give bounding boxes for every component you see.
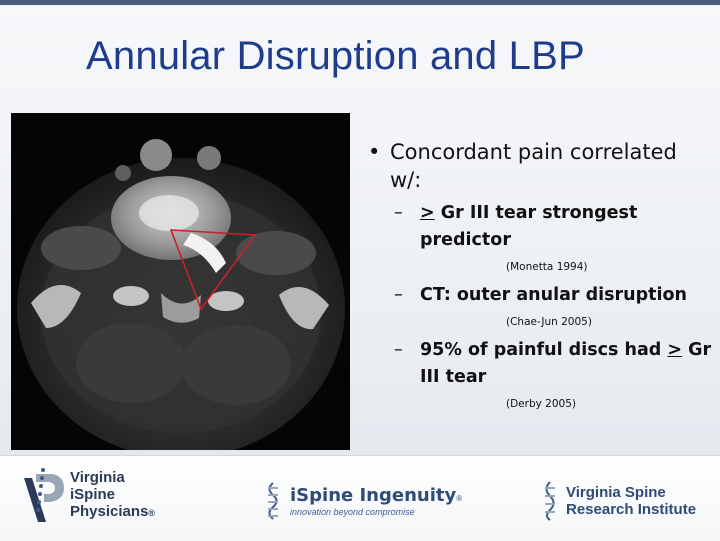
- ispine-ingenuity-logo: iSpine Ingenuity® innovation beyond comp…: [262, 481, 462, 521]
- vsri-line-1: Virginia Spine: [566, 484, 666, 501]
- sub-bullet-2-text: CT: outer anular disruption: [420, 285, 688, 305]
- ispine-name: iSpine Ingenuity: [290, 485, 457, 506]
- virginia-ispine-physicians-logo: Virginia iSpine Physicians®: [22, 464, 155, 526]
- dash-marker: –: [394, 285, 403, 305]
- vsri-line-2: Research Institute: [566, 501, 697, 518]
- dash-marker: –: [394, 340, 403, 360]
- vip-registered-mark: ®: [148, 507, 156, 518]
- greater-equal-symbol: >: [667, 340, 683, 360]
- top-accent-bar: [0, 0, 720, 5]
- slide-title: Annular Disruption and LBP: [86, 34, 585, 78]
- ct-scan-image: [11, 113, 350, 450]
- citation-1: (Monetta 1994): [506, 261, 588, 273]
- main-bullet-text: Concordant pain correlated w/:: [390, 140, 677, 192]
- spine-logo-icon: [545, 481, 555, 521]
- citation-2: (Chae-Jun 2005): [506, 316, 592, 328]
- vip-line-2: iSpine: [70, 485, 116, 503]
- spine-logo-icon: [24, 468, 64, 522]
- bullet-marker: •: [368, 140, 381, 164]
- ispine-registered-mark: ®: [456, 494, 463, 503]
- virginia-spine-research-logo: Virginia Spine Research Institute: [540, 480, 696, 522]
- sub-bullet-3-text-end: Gr III tear: [420, 340, 712, 387]
- vip-line-1: Virginia: [70, 468, 125, 486]
- sub-bullet-3-text: 95% of painful discs had: [420, 340, 668, 360]
- footer-logos: Virginia iSpine Physicians® iSpine Ingen…: [0, 455, 720, 541]
- main-bullet: • Concordant pain correlated w/:: [362, 138, 712, 194]
- bullet-content: • Concordant pain correlated w/: – > Gr …: [362, 138, 712, 419]
- citation-3: (Derby 2005): [506, 398, 576, 410]
- ispine-tagline: innovation beyond compromise: [290, 507, 415, 517]
- sub-bullet-1-text: Gr III tear strongest predictor: [420, 203, 638, 250]
- sub-bullet-1: – > Gr III tear strongest predictor: [362, 200, 712, 254]
- sub-bullet-2: – CT: outer anular disruption: [362, 282, 712, 309]
- spine-logo-icon: [268, 482, 278, 520]
- sub-bullet-3: – 95% of painful discs had > Gr III tear: [362, 337, 712, 391]
- dash-marker: –: [394, 203, 403, 223]
- greater-equal-symbol: >: [420, 203, 435, 223]
- vip-line-3: Physicians: [70, 502, 149, 520]
